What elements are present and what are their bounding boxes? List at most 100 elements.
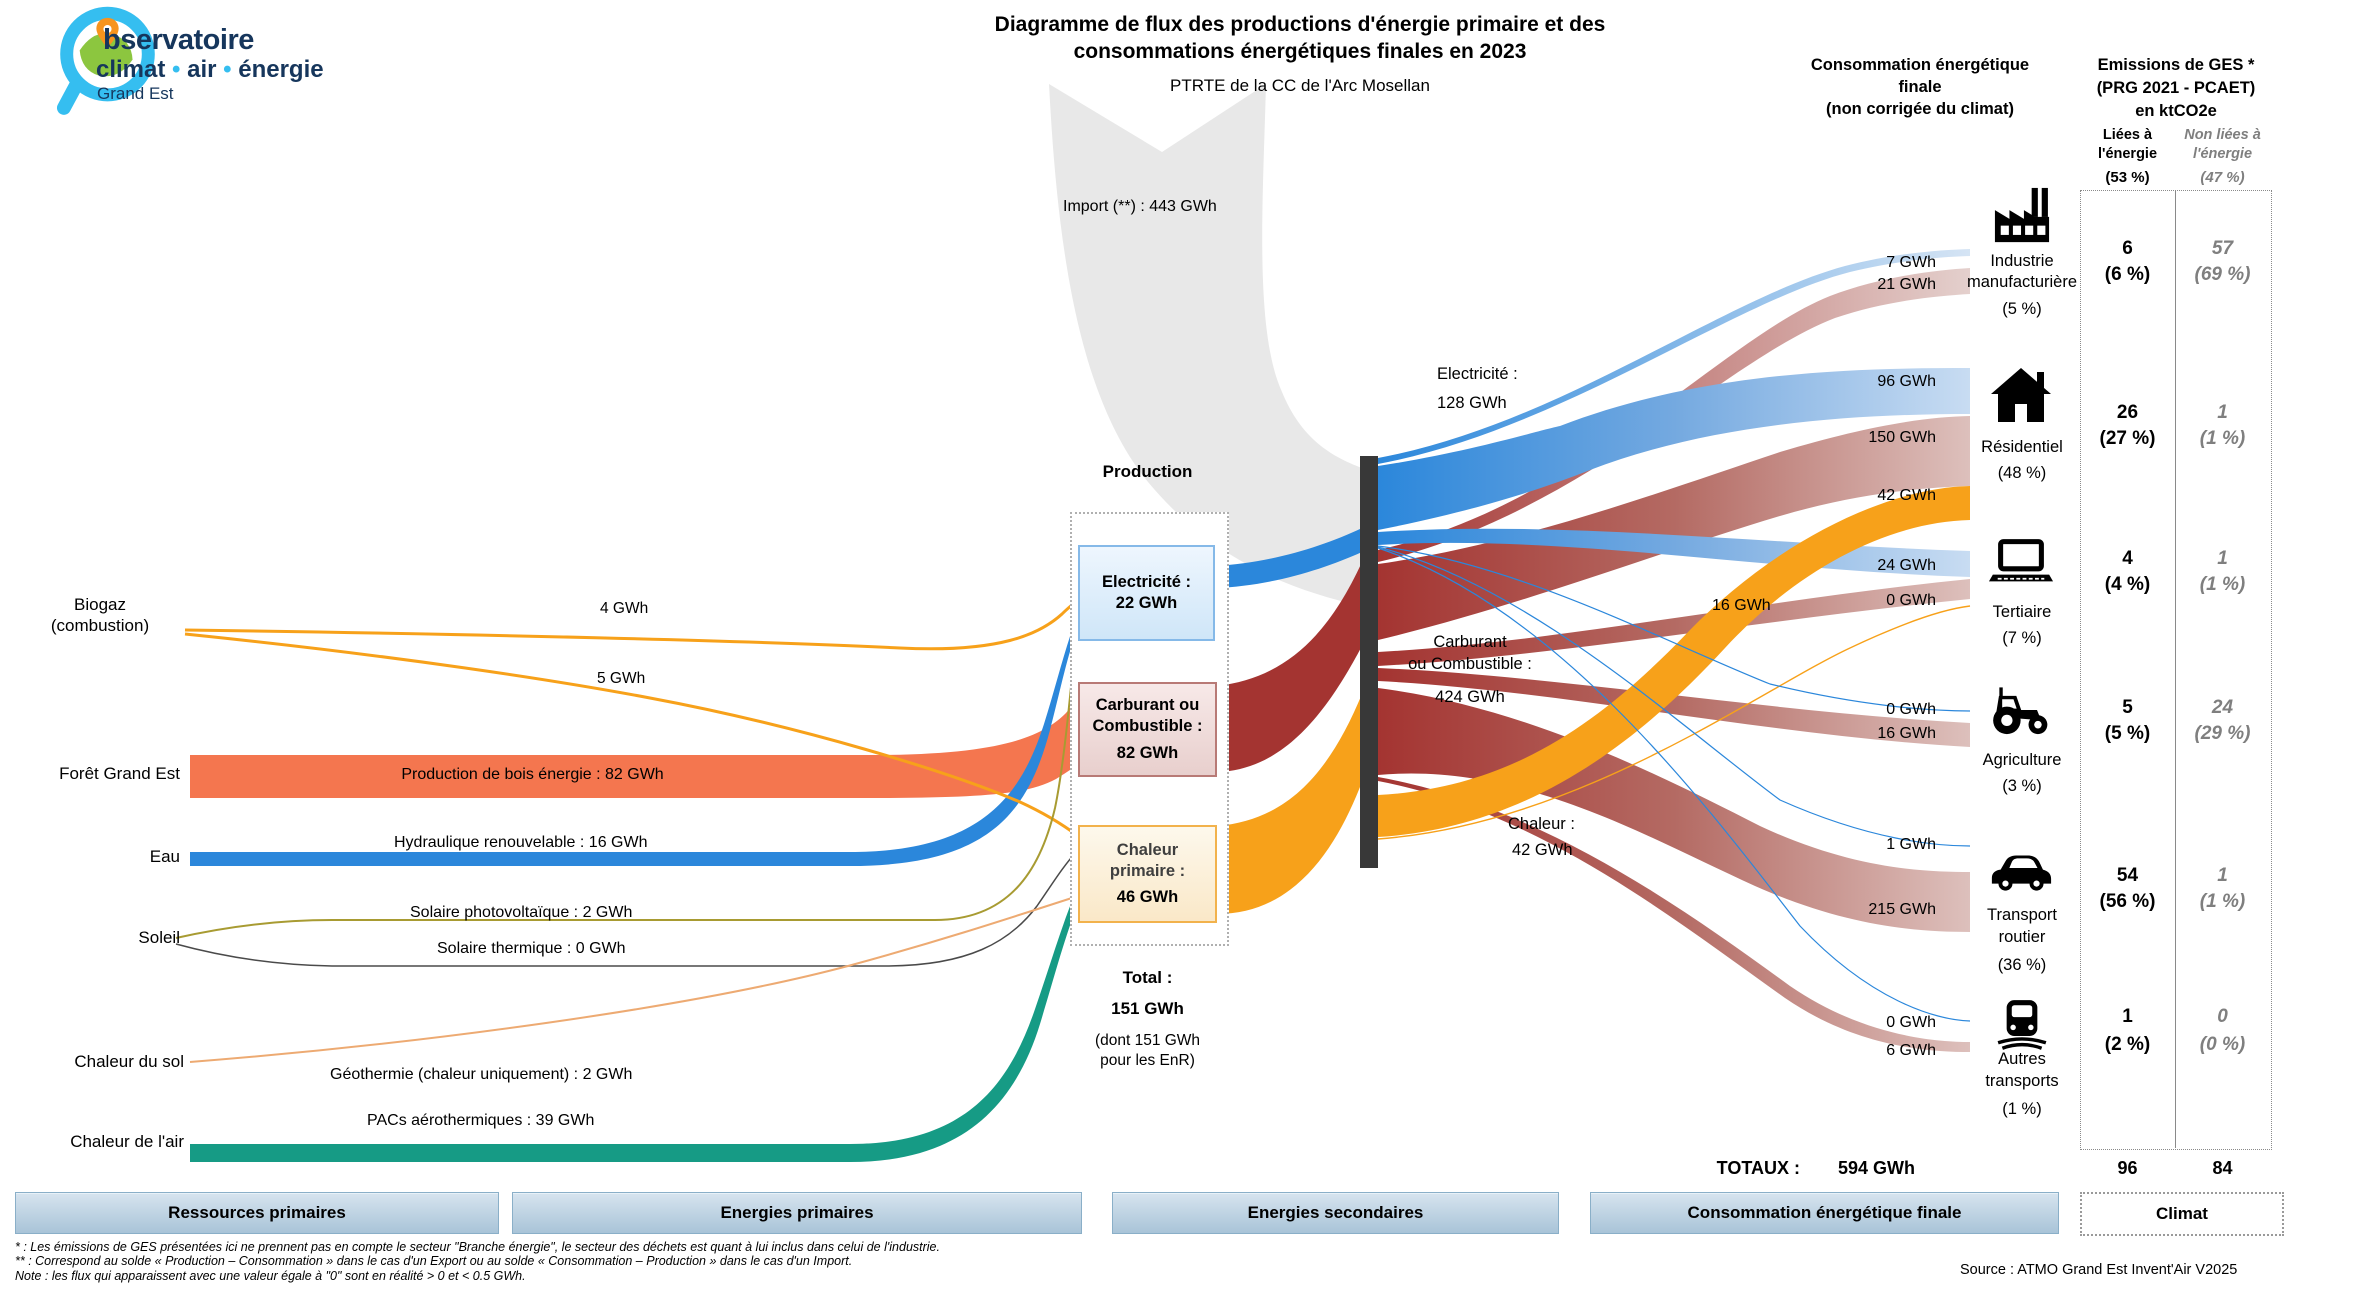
ges-agriculture-other: 24 (2211, 697, 2234, 718)
ges-industrie-other: 57 (2211, 238, 2234, 259)
value-agriculture-carb: 16 GWh (1877, 725, 1936, 742)
ges-col-right-line1: Non liées à (2184, 127, 2261, 143)
ges-autres-energy-pct: (2 %) (2104, 1034, 2151, 1055)
production-carburant-box: Carburant ou Combustible : 82 GWh (1078, 682, 1217, 777)
ges-agriculture-other-pct: (29 %) (2194, 723, 2251, 744)
sector-industrie-pct: (5 %) (2002, 300, 2042, 318)
production-electricite-box: Electricité : 22 GWh (1078, 545, 1215, 641)
totals-ges-energy: 96 (2117, 1158, 2138, 1178)
ges-header-line3: en ktCO2e (2135, 102, 2217, 120)
flow-carburant-transport (1378, 688, 1970, 932)
ges-tertiaire-other: 1 (2217, 548, 2228, 569)
flow-carburant-tertiaire (1378, 579, 1970, 666)
ges-residentiel-energy: 26 (2116, 402, 2139, 423)
ges-header-line1: Emissions de GES * (2097, 56, 2255, 74)
ges-autres-energy: 1 (2122, 1006, 2133, 1027)
flow-bois-energie (190, 698, 1078, 798)
sector-residentiel-pct: (48 %) (1997, 464, 2047, 482)
car-icon (1991, 855, 2052, 891)
logo-magnifier-icon (56, 6, 155, 115)
legend-consommation-finale-label: Consommation énergétique finale (1687, 1203, 1962, 1222)
value-transport-elec: 1 GWh (1886, 836, 1936, 853)
ges-table-frame (2080, 190, 2272, 1150)
value-tertiaire-chaleur: 0 GWh (1886, 592, 1936, 609)
logo-word-climat: climat (96, 56, 166, 83)
ges-agriculture-energy-pct: (5 %) (2104, 723, 2151, 744)
flow-carburant-agriculture (1378, 668, 1970, 747)
flow-electricite-autres (1377, 547, 1971, 1022)
secondary-carburant-value: 424 GWh (1435, 688, 1505, 706)
production-electricite-label: Electricité : (1102, 572, 1191, 591)
ges-transport-energy: 54 (2116, 865, 2139, 886)
production-carburant-value: 82 GWh (1116, 743, 1179, 762)
source-foret-label: Forêt Grand Est (59, 764, 180, 783)
ges-header-line2: (PRG 2021 - PCAET) (2096, 79, 2256, 97)
production-chaleur-label1: Chaleur (1116, 840, 1179, 859)
flow-geothermie (189, 895, 1079, 1063)
ges-col-right-line2: l'énergie (2192, 146, 2253, 162)
consumption-header-line2: finale (1898, 78, 1942, 96)
ges-tertiaire-energy-pct: (4 %) (2104, 574, 2151, 595)
totals-label: TOTAUX : (1716, 1158, 1800, 1178)
factory-icon (1994, 187, 2050, 243)
value-residentiel-chaleur: 42 GWh (1877, 487, 1936, 504)
ges-transport-other: 1 (2217, 865, 2228, 886)
value-agriculture-elec: 0 GWh (1886, 701, 1936, 718)
source-chaleur-sol-label: Chaleur du sol (74, 1052, 184, 1071)
sector-transport-label2: routier (1998, 928, 2046, 946)
ges-transport-energy-pct: (56 %) (2099, 891, 2156, 912)
ges-agriculture-energy: 5 (2122, 697, 2133, 718)
flow-prod-chaleur (1217, 694, 1362, 914)
ges-residentiel-other-pct: (1 %) (2199, 428, 2246, 449)
page-title-line1: Diagramme de flux des productions d'éner… (994, 13, 1606, 36)
flow-label-geothermie: Géothermie (chaleur uniquement) : 2 GWh (330, 1066, 633, 1083)
flow-label-carburant-tertiaire: 16 GWh (1712, 597, 1771, 614)
production-total-value: 151 GWh (1111, 999, 1184, 1018)
flow-electricite-agriculture (1377, 545, 1971, 712)
ges-table-divider (2175, 190, 2176, 1148)
footnote-1: * : Les émissions de GES présentées ici … (15, 1240, 940, 1254)
flow-label-biogaz-5: 5 GWh (597, 670, 646, 687)
flow-label-pacs: PACs aérothermiques : 39 GWh (367, 1112, 595, 1129)
logo-region: Grand Est (97, 84, 174, 103)
source-eau-label: Eau (149, 847, 180, 866)
production-carburant-label2: Combustible : (1092, 717, 1203, 736)
ges-col-left-line1: Liées à (2102, 127, 2153, 143)
flow-label-hydraulique: Hydraulique renouvelable : 16 GWh (394, 834, 648, 851)
legend-climat-label: Climat (2156, 1204, 2208, 1223)
legend-energies-secondaires-label: Energies secondaires (1247, 1203, 1424, 1222)
secondary-electricite-value: 128 GWh (1437, 394, 1507, 412)
sector-tertiaire-label: Tertiaire (1992, 603, 2052, 621)
flow-pacs (190, 886, 1078, 1162)
legend-climat: Climat (2080, 1192, 2284, 1236)
totals-ges-other: 84 (2212, 1158, 2233, 1178)
flow-prod-electricite (1215, 528, 1362, 588)
flow-solaire-thermique (175, 849, 1079, 967)
flow-carburant-autres (1378, 777, 1970, 1052)
logo-wordmark: bservatoire (103, 24, 254, 56)
totals-energy: 594 GWh (1838, 1158, 1916, 1178)
flow-label-bois: Production de bois énergie : 82 GWh (401, 766, 664, 783)
source-credit: Source : ATMO Grand Est Invent'Air V2025 (1960, 1262, 2238, 1278)
production-title: Production (1102, 462, 1193, 481)
flow-chaleur-residentiel (1378, 486, 1970, 837)
sector-industrie-label2: manufacturière (1966, 273, 2078, 291)
node-bar (1360, 456, 1378, 868)
value-tertiaire-elec: 24 GWh (1877, 557, 1936, 574)
ges-col-left-pct: (53 %) (2105, 169, 2150, 186)
sector-transport-pct: (36 %) (1997, 956, 2047, 974)
ges-tertiaire-energy: 4 (2122, 548, 2133, 569)
sector-autres-pct: (1 %) (2002, 1100, 2042, 1118)
consumption-header-line1: Consommation énergétique (1810, 56, 2030, 74)
ges-residentiel-other: 1 (2217, 402, 2228, 423)
flow-biogaz-chaleur (184, 632, 1079, 838)
sector-residentiel-label: Résidentiel (1981, 438, 2063, 456)
footnote-2: ** : Correspond au solde « Production – … (15, 1254, 853, 1268)
ges-col-left-line2: l'énergie (2097, 146, 2158, 162)
sector-transport-label1: Transport (1987, 906, 2057, 924)
sector-agriculture-label: Agriculture (1982, 751, 2062, 769)
value-industrie-elec: 7 GWh (1886, 254, 1936, 271)
logo-word-energie: énergie (238, 56, 324, 83)
legend-energies-primaires: Energies primaires (512, 1192, 1082, 1234)
